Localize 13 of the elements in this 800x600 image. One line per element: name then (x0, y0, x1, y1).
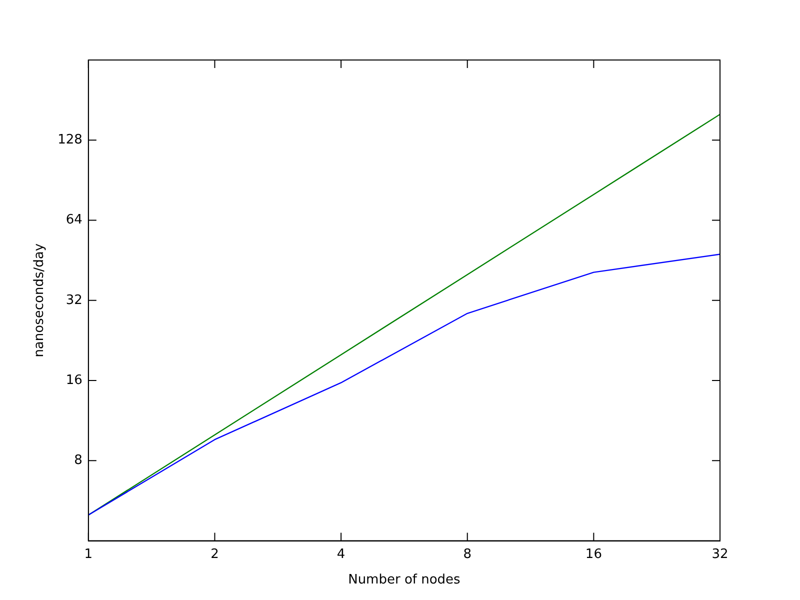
y-axis-title: nanoseconds/day (32, 243, 48, 358)
x-tick-label: 8 (463, 546, 472, 562)
y-tick-label: 8 (74, 453, 82, 468)
y-tick-label: 64 (66, 212, 82, 228)
x-axis-title: Number of nodes (348, 572, 461, 588)
y-tick-label: 32 (66, 292, 82, 308)
y-tick-label: 128 (58, 132, 82, 148)
x-tick-label: 32 (712, 546, 728, 562)
x-tick-label: 16 (585, 546, 602, 562)
y-tick-label: 16 (66, 372, 82, 388)
x-tick-label: 4 (336, 546, 346, 562)
x-tick-label: 2 (210, 546, 219, 562)
x-tick-label: 1 (84, 546, 93, 562)
